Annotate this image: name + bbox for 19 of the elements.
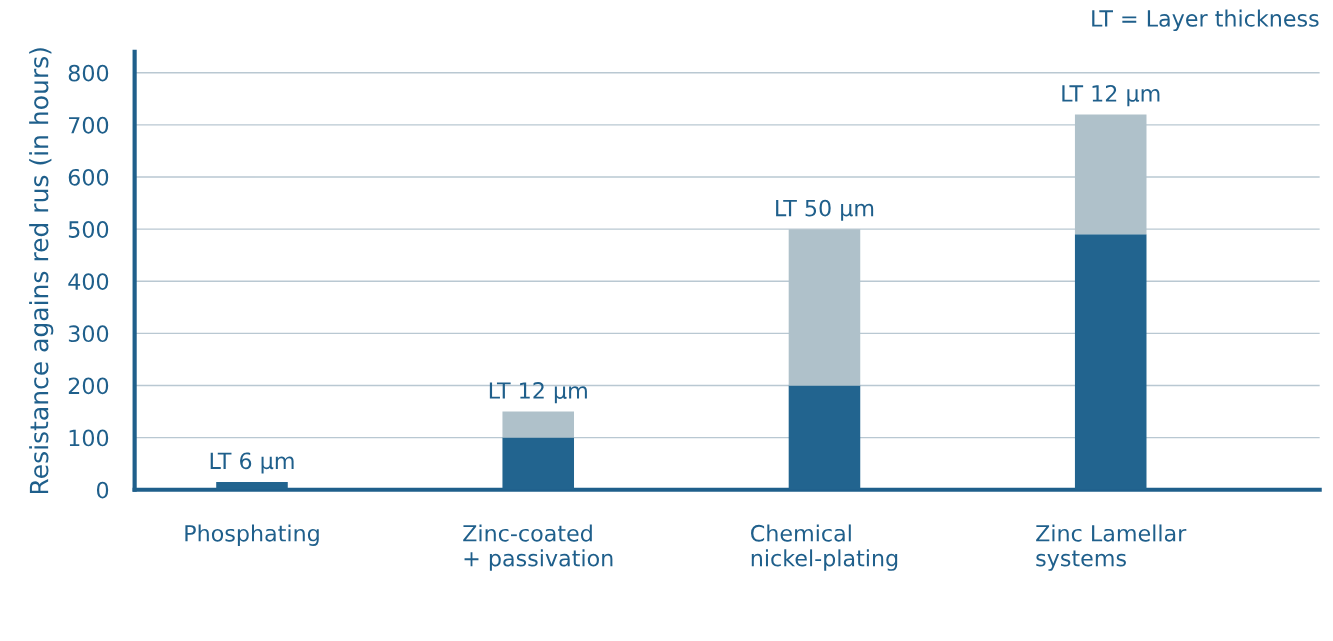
y-tick-label: 300 [68,325,109,343]
annotation: LT 50 µm [776,199,874,221]
y-tick-label: 600 [68,168,109,186]
annotation: LT 12 µm [489,382,587,404]
x-tick-label: Chemical nickel-plating [751,524,898,571]
y-tick-label: 200 [68,377,109,395]
y-tick-label: 800 [68,64,109,82]
y-tick-label: 100 [69,429,109,447]
x-tick-label: Phosphating [185,524,319,546]
y-tick-label: 500 [68,221,109,238]
y-tick-label: 400 [68,273,109,291]
annotation: LT 6 µm [210,452,294,474]
y-tick-label: 700 [69,116,109,134]
x-tick-label: Zinc-coated + passivation [463,524,613,571]
text: LT = Layer thickness [1092,9,1319,32]
annotation: LT 12 µm [1062,85,1160,107]
x-tick-label: Zinc Lamellar systems [1036,524,1187,571]
y-axis-title: Resistance agains red rus (in hours) [29,48,54,494]
y-tick-label: 0 [96,481,109,499]
